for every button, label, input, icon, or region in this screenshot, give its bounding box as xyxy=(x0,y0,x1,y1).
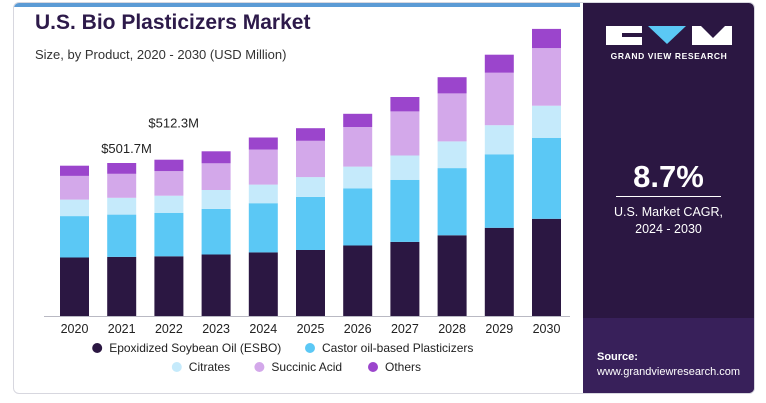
bar-segment-citrates-2025 xyxy=(296,177,325,197)
bar-segment-citrates-2020 xyxy=(60,199,89,217)
info-panel: GRAND VIEW RESEARCH 8.7% U.S. Market CAG… xyxy=(583,3,754,393)
bar-segment-citrates-2029 xyxy=(484,125,514,155)
bar-segment-castor-oil-based-plasticizers-2026 xyxy=(343,188,373,246)
bar-segment-citrates-2027 xyxy=(390,155,420,180)
bar-segment-succinic-acid-2022 xyxy=(154,171,184,196)
cagr-label: U.S. Market CAGR, 2024 - 2030 xyxy=(583,204,754,238)
bar-segment-succinic-acid-2029 xyxy=(484,72,514,126)
legend-marker-citrates xyxy=(171,362,182,372)
legend-marker-others xyxy=(368,362,378,372)
report-card: U.S. Bio Plasticizers Market Size, by Pr… xyxy=(13,2,755,394)
x-tick-label: 2029 xyxy=(485,322,513,336)
bar-segment-succinic-acid-2026 xyxy=(343,127,373,167)
bar-segment-castor-oil-based-plasticizers-2022 xyxy=(154,212,184,257)
legend-marker-castor-oil-based-plasticizers xyxy=(305,343,315,353)
bar-segment-castor-oil-based-plasticizers-2024 xyxy=(248,203,278,253)
bar-segment-others-2028 xyxy=(437,77,467,94)
source-footer xyxy=(583,318,754,393)
bar-segment-castor-oil-based-plasticizers-2028 xyxy=(437,168,467,236)
data-label: $512.3M xyxy=(148,116,199,131)
bar-segment-citrates-2024 xyxy=(248,184,278,204)
cagr-label-line-2: 2024 - 2030 xyxy=(635,222,702,236)
bar-segment-citrates-2028 xyxy=(437,141,467,169)
bar-segment-succinic-acid-2020 xyxy=(60,175,89,200)
logo-text: GRAND VIEW RESEARCH xyxy=(610,51,728,61)
bar-segment-others-2025 xyxy=(296,128,325,141)
bar-segment-succinic-acid-2027 xyxy=(390,111,420,156)
bar-segment-succinic-acid-2028 xyxy=(437,93,467,142)
bar-segment-castor-oil-based-plasticizers-2020 xyxy=(60,216,89,258)
bar-segment-succinic-acid-2021 xyxy=(107,173,137,198)
cagr-divider xyxy=(616,196,721,197)
legend-label-others: Others xyxy=(385,360,421,374)
accent-bar xyxy=(14,3,580,7)
bar-segment-citrates-2026 xyxy=(343,166,373,189)
bar-segment-epoxidized-soybean-oil-esbo-2021 xyxy=(107,256,137,316)
bar-segment-others-2023 xyxy=(201,151,231,164)
bar-segment-others-2026 xyxy=(343,113,373,127)
x-tick-label: 2028 xyxy=(438,322,466,336)
x-tick-label: 2023 xyxy=(202,322,230,336)
bar-segment-citrates-2023 xyxy=(201,190,231,209)
bar-segment-epoxidized-soybean-oil-esbo-2028 xyxy=(437,235,467,316)
bar-segment-epoxidized-soybean-oil-esbo-2026 xyxy=(343,245,373,316)
source-label: Source: xyxy=(597,351,638,363)
bar-segment-succinic-acid-2024 xyxy=(248,149,278,185)
data-label: $501.7M xyxy=(101,141,152,156)
x-tick-label: 2026 xyxy=(344,322,372,336)
bar-segment-epoxidized-soybean-oil-esbo-2025 xyxy=(296,250,325,316)
x-tick-label: 2021 xyxy=(108,322,136,336)
bar-segment-citrates-2021 xyxy=(107,197,137,215)
x-tick-label: 2020 xyxy=(61,322,89,336)
bar-segment-others-2022 xyxy=(154,159,184,172)
legend-label-citrates: Citrates xyxy=(189,360,230,374)
bar-segment-epoxidized-soybean-oil-esbo-2024 xyxy=(248,252,278,316)
bar-segment-others-2027 xyxy=(390,97,420,112)
bar-segment-epoxidized-soybean-oil-esbo-2030 xyxy=(532,218,561,316)
legend-label-epoxidized-soybean-oil-esbo: Epoxidized Soybean Oil (ESBO) xyxy=(109,341,281,355)
bar-segment-others-2029 xyxy=(484,54,514,73)
bar-segment-castor-oil-based-plasticizers-2023 xyxy=(201,208,231,255)
bar-segment-castor-oil-based-plasticizers-2030 xyxy=(532,137,561,219)
bar-segment-castor-oil-based-plasticizers-2027 xyxy=(390,179,420,242)
bar-segment-citrates-2030 xyxy=(532,105,561,138)
bar-segment-others-2024 xyxy=(248,137,278,150)
stacked-bar-chart: 2020 2021 2022 2023 2024 2025 2026 2027 2028 2029… xyxy=(44,28,570,374)
bar-segment-castor-oil-based-plasticizers-2021 xyxy=(107,214,137,257)
chart-title: U.S. Bio Plasticizers Market xyxy=(35,11,311,34)
bar-segment-citrates-2022 xyxy=(154,195,184,213)
x-tick-label: 2022 xyxy=(155,322,183,336)
x-tick-label: 2030 xyxy=(533,322,561,336)
cagr-label-line-1: U.S. Market CAGR, xyxy=(613,205,724,219)
bar-segment-epoxidized-soybean-oil-esbo-2027 xyxy=(390,241,420,316)
bar-segment-castor-oil-based-plasticizers-2029 xyxy=(484,154,514,228)
legend-marker-epoxidized-soybean-oil-esbo xyxy=(92,343,103,353)
bar-segment-others-2020 xyxy=(60,165,89,176)
bar-segment-succinic-acid-2025 xyxy=(296,140,325,178)
source-url[interactable]: www.grandviewresearch.com xyxy=(597,366,741,378)
grand-view-research-logo: GRAND VIEW RESEARCH xyxy=(602,23,736,73)
x-tick-label: 2027 xyxy=(391,322,419,336)
bar-segment-others-2021 xyxy=(107,163,137,174)
bar-segment-succinic-acid-2030 xyxy=(532,48,561,106)
bar-segment-others-2030 xyxy=(532,28,561,49)
bar-segment-castor-oil-based-plasticizers-2025 xyxy=(296,196,325,250)
cagr-value: 8.7% xyxy=(633,159,704,194)
bar-segment-epoxidized-soybean-oil-esbo-2022 xyxy=(154,256,184,316)
legend-label-succinic-acid: Succinic Acid xyxy=(271,360,342,374)
bar-segment-epoxidized-soybean-oil-esbo-2029 xyxy=(484,227,514,316)
x-tick-label: 2025 xyxy=(297,322,325,336)
x-tick-label: 2024 xyxy=(249,322,277,336)
bar-segment-epoxidized-soybean-oil-esbo-2023 xyxy=(201,254,231,316)
bar-segment-epoxidized-soybean-oil-esbo-2020 xyxy=(60,257,89,316)
bar-segment-succinic-acid-2023 xyxy=(201,163,231,190)
legend-marker-succinic-acid xyxy=(254,362,265,372)
logo-mark-icon xyxy=(606,26,732,45)
chart-subtitle: Size, by Product, 2020 - 2030 (USD Milli… xyxy=(35,47,287,62)
legend-label-castor-oil-based-plasticizers: Castor oil-based Plasticizers xyxy=(322,341,473,355)
